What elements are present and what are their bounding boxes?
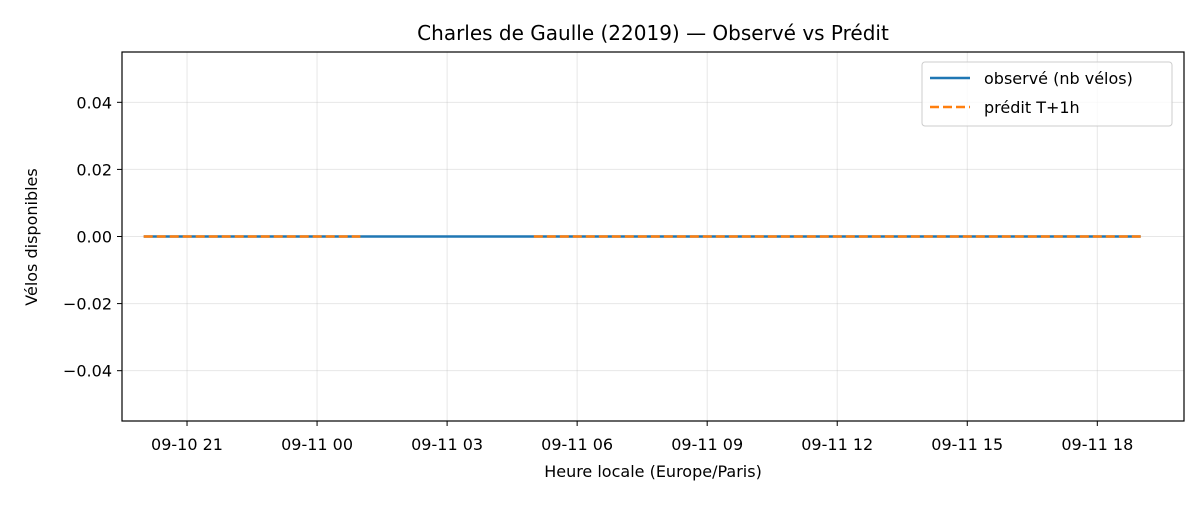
- y-axis-label: Vélos disponibles: [22, 168, 41, 305]
- x-tick-label: 09-10 21: [151, 435, 223, 454]
- y-tick-label: −0.02: [63, 295, 112, 314]
- legend-label-predit: prédit T+1h: [984, 98, 1080, 117]
- x-tick-label: 09-11 00: [281, 435, 353, 454]
- x-tick-label: 09-11 18: [1061, 435, 1133, 454]
- y-tick-label: 0.02: [76, 160, 112, 179]
- x-tick-label: 09-11 03: [411, 435, 483, 454]
- legend-box: [921, 61, 1173, 127]
- x-tick-label: 09-11 15: [931, 435, 1003, 454]
- x-tick-label: 09-11 06: [541, 435, 613, 454]
- x-axis-label: Heure locale (Europe/Paris): [544, 462, 762, 481]
- legend-label-observe: observé (nb vélos): [984, 69, 1133, 88]
- y-axis: 0.04 0.02 0.00 −0.02 −0.04: [63, 93, 122, 381]
- y-tick-label: 0.00: [76, 228, 112, 247]
- y-tick-label: 0.04: [76, 93, 112, 112]
- x-tick-label: 09-11 12: [801, 435, 873, 454]
- x-axis: 09-10 21 09-11 00 09-11 03 09-11 06 09-11 09…: [151, 421, 1133, 454]
- y-tick-label: −0.04: [63, 362, 112, 381]
- chart-title: Charles de Gaulle (22019) — Observé vs P…: [417, 21, 889, 45]
- legend: observé (nb vélos) prédit T+1h: [921, 61, 1173, 127]
- x-tick-label: 09-11 09: [671, 435, 743, 454]
